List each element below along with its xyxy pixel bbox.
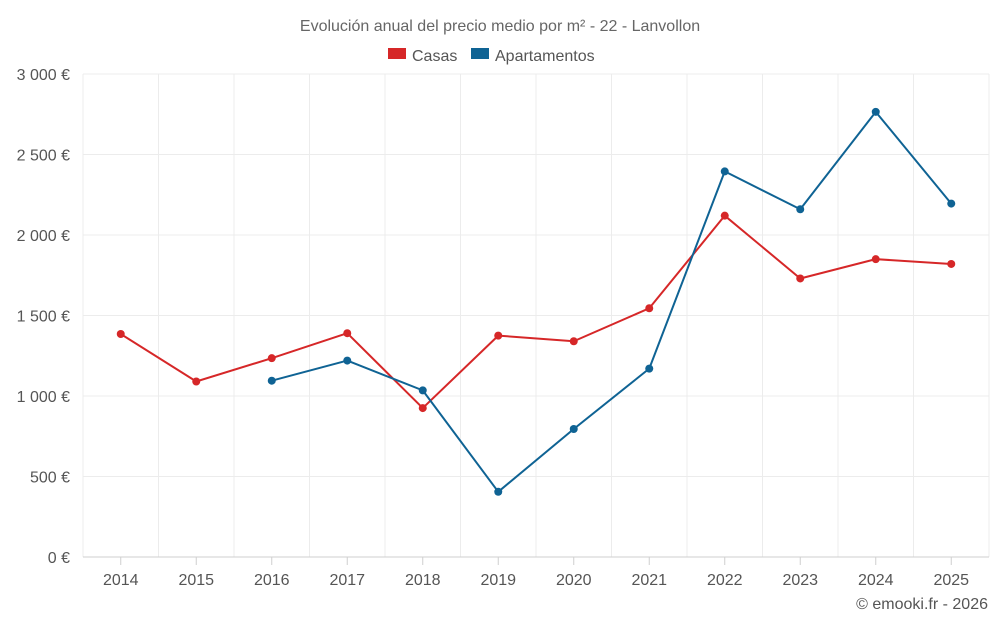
data-point-casas[interactable] (418, 404, 427, 413)
data-point-casas[interactable] (947, 259, 956, 268)
credit-text: © emooki.fr - 2026 (856, 596, 988, 613)
x-tick-label: 2017 (329, 572, 365, 589)
data-point-casas[interactable] (343, 329, 352, 338)
data-point-apartamentos[interactable] (796, 205, 805, 214)
x-tick-label: 2023 (782, 572, 818, 589)
series-line-casas (120, 214, 952, 410)
data-point-apartamentos[interactable] (418, 386, 427, 395)
data-point-casas[interactable] (267, 354, 276, 363)
y-tick-label: 500 € (30, 470, 70, 487)
data-point-apartamentos[interactable] (645, 364, 654, 373)
legend-label-casas[interactable]: Casas (412, 48, 457, 65)
y-tick-label: 1 500 € (17, 309, 70, 326)
data-point-apartamentos[interactable] (871, 107, 880, 116)
y-tick-label: 2 500 € (17, 148, 70, 165)
data-point-casas[interactable] (569, 337, 578, 346)
data-point-casas[interactable] (796, 274, 805, 283)
data-point-apartamentos[interactable] (569, 425, 578, 434)
x-tick-label: 2015 (178, 572, 214, 589)
x-tick-label: 2020 (556, 572, 592, 589)
x-tick-label: 2019 (480, 572, 516, 589)
axes: 0 € 500 € 1 000 € 1 500 € 2 000 € 2 500 € 3 00… (17, 67, 989, 589)
y-tick-label: 0 € (48, 550, 70, 567)
data-point-apartamentos[interactable] (720, 167, 729, 176)
x-tick-label: 2025 (933, 572, 969, 589)
data-point-casas[interactable] (645, 304, 654, 313)
data-point-casas[interactable] (494, 331, 503, 340)
y-tick-label: 2 000 € (17, 228, 70, 245)
data-point-apartamentos[interactable] (343, 356, 352, 365)
x-tick-label: 2014 (103, 572, 139, 589)
x-tick-label: 2021 (631, 572, 667, 589)
legend-swatch-casas[interactable] (388, 48, 406, 59)
y-tick-label: 3 000 € (17, 67, 70, 84)
legend: Casas Apartamentos (388, 48, 595, 65)
series-layer (116, 107, 956, 496)
data-point-apartamentos[interactable] (267, 376, 276, 385)
legend-label-apartamentos[interactable]: Apartamentos (495, 48, 595, 65)
data-point-apartamentos[interactable] (494, 487, 503, 496)
x-tick-label: 2022 (707, 572, 743, 589)
series-line-apartamentos (271, 110, 953, 493)
data-point-casas[interactable] (192, 377, 201, 386)
chart-title: Evolución anual del precio medio por m² … (300, 18, 700, 35)
x-tick-label: 2024 (858, 572, 894, 589)
x-tick-label: 2018 (405, 572, 441, 589)
data-point-apartamentos[interactable] (947, 199, 956, 208)
y-tick-label: 1 000 € (17, 389, 70, 406)
data-point-casas[interactable] (116, 330, 125, 339)
data-point-casas[interactable] (871, 255, 880, 264)
x-tick-label: 2016 (254, 572, 290, 589)
grid (82, 73, 990, 557)
legend-swatch-apartamentos[interactable] (471, 48, 489, 59)
data-point-casas[interactable] (720, 211, 729, 220)
